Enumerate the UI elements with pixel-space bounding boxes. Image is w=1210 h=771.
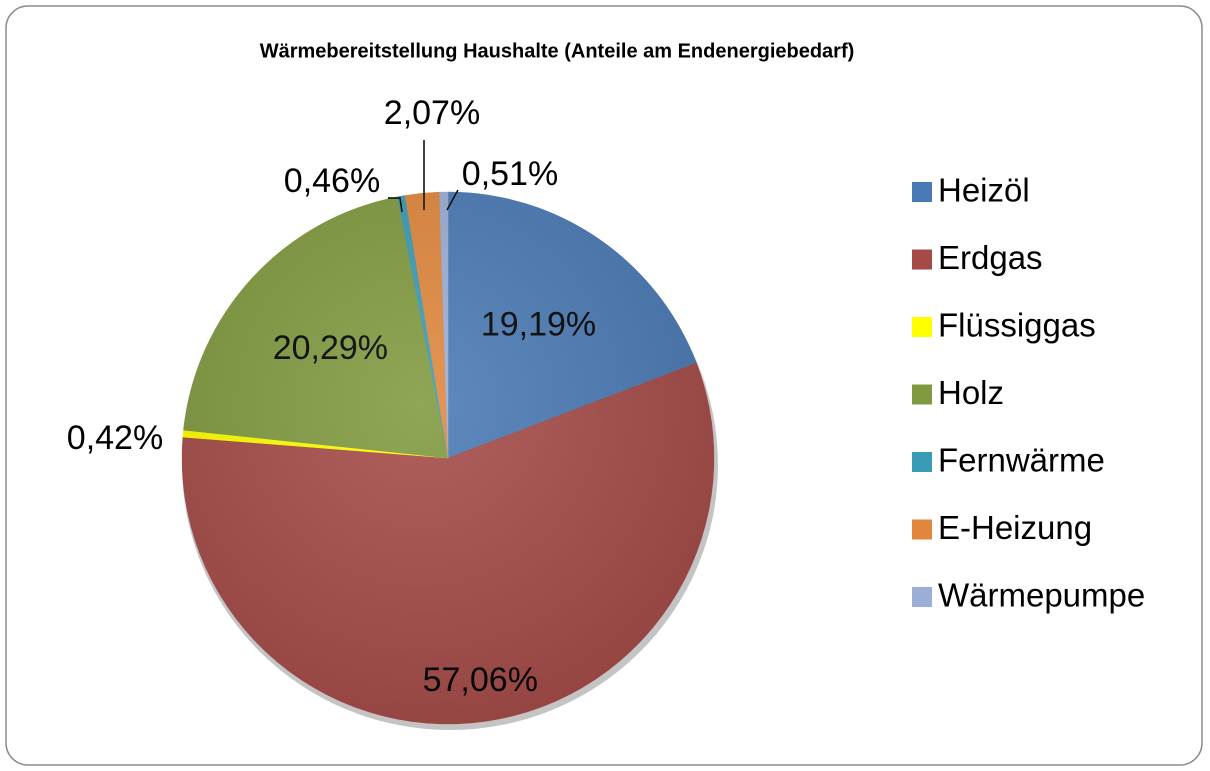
legend-label: Fernwärme <box>938 442 1105 479</box>
legend-swatch <box>912 452 932 472</box>
legend-swatch <box>912 182 932 202</box>
legend-label: Flüssiggas <box>938 307 1096 344</box>
data-label: 0,46% <box>284 162 380 200</box>
data-label: 0,51% <box>462 155 558 193</box>
data-label: 19,19% <box>481 306 596 344</box>
legend-swatch <box>912 317 932 337</box>
data-label: 20,29% <box>273 329 388 367</box>
legend-label: Heizöl <box>938 172 1030 209</box>
data-label: 0,42% <box>67 419 163 457</box>
legend-label: Wärmepumpe <box>938 577 1145 614</box>
legend-label: Holz <box>938 374 1004 411</box>
legend-label: Erdgas <box>938 239 1043 276</box>
legend-label: E-Heizung <box>938 509 1092 546</box>
chart-title: Wärmebereitstellung Haushalte (Anteile a… <box>260 40 855 62</box>
legend-swatch <box>912 587 932 607</box>
data-label: 57,06% <box>423 661 538 699</box>
legend-swatch <box>912 519 932 540</box>
legend-swatch <box>912 384 932 405</box>
data-label: 2,07% <box>384 94 480 132</box>
legend-swatch <box>912 249 932 270</box>
